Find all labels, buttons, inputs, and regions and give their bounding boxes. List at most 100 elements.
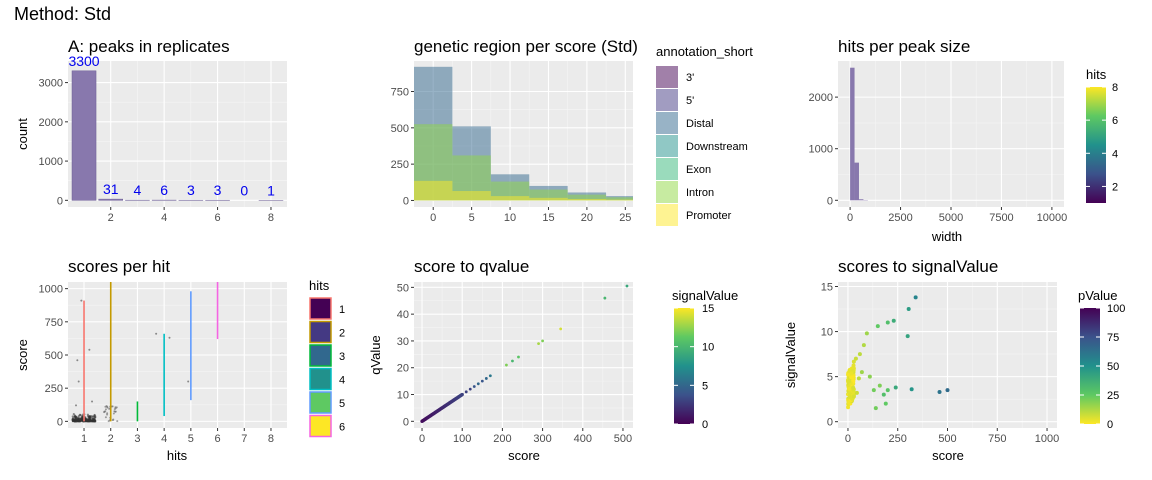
panel-b-x-tick-label: 0 xyxy=(430,212,436,224)
panel-f-x-tick-label: 1000 xyxy=(1035,433,1059,445)
scatter-point xyxy=(849,375,854,380)
scatter-point xyxy=(849,371,854,376)
panel-d-x-tick-label: 6 xyxy=(214,433,220,445)
colorbar-tick-label: 6 xyxy=(1112,115,1118,127)
panel-e-x-tick-label: 300 xyxy=(533,433,551,445)
panel-f-y-tick-label: 15 xyxy=(821,282,833,294)
colorbar-tick-label: 2 xyxy=(1112,181,1118,193)
panel-scores-to-signalvalue: scores to signalValue 0 250 500 750 10000510… xyxy=(783,257,1125,463)
scatter-point xyxy=(113,408,116,411)
panel-e-marks: 0 100 200 300 400 500 0 10 20 30 40 50 xyxy=(397,282,633,445)
scatter-point xyxy=(112,412,115,415)
legend-swatch xyxy=(309,344,332,367)
scatter-point xyxy=(106,405,109,408)
scatter-point xyxy=(875,324,880,329)
legend-label: Exon xyxy=(686,164,711,176)
scatter-point xyxy=(80,415,83,418)
scatter-point xyxy=(859,370,864,375)
scatter-point xyxy=(88,419,92,422)
scatter-point xyxy=(104,416,107,419)
scatter-point xyxy=(111,419,114,422)
panel-e-colorbar-ticks: 0 5 10 15 xyxy=(674,303,714,431)
colorbar-tick-label: 15 xyxy=(702,303,714,315)
panel-d-points xyxy=(71,282,219,423)
scatter-point xyxy=(168,336,171,339)
scatter-point xyxy=(92,419,95,422)
panel-b-title: genetic region per score (Std) xyxy=(414,37,638,56)
panel-a-x-tick-label: 2 xyxy=(108,212,114,224)
scatter-point xyxy=(853,356,858,361)
legend-label: 4 xyxy=(339,375,345,387)
scatter-point xyxy=(78,413,81,416)
panel-e-x-axis-label: score xyxy=(508,448,540,463)
scatter-point xyxy=(72,413,75,416)
panel-d-y-tick-label: 0 xyxy=(57,416,63,428)
scatter-point xyxy=(114,406,117,409)
panel-e-x-tick-label: 0 xyxy=(419,433,425,445)
panel-f-marks: 0 250 500 750 1000 0 5 10 15 xyxy=(821,282,1060,445)
panel-f-y-tick-label: 5 xyxy=(827,372,833,384)
panel-a-y-tick-label: 2000 xyxy=(39,117,63,129)
histogram-bar xyxy=(452,191,491,201)
panel-e-x-tick-label: 500 xyxy=(614,433,632,445)
panel-d-x-tick-label: 8 xyxy=(268,433,274,445)
legend-swatch xyxy=(309,297,332,320)
scatter-point xyxy=(851,394,856,399)
panel-d-legend: 1 2 3 4 5 6 xyxy=(309,297,345,438)
panel-f-y-tick-label: 10 xyxy=(821,327,833,339)
panel-d-x-tick-label: 5 xyxy=(188,433,194,445)
panel-c-y-tick-label: 0 xyxy=(827,195,833,207)
panel-a-y-tick-label: 3000 xyxy=(39,78,63,90)
scatter-point xyxy=(847,386,852,391)
scatter-point xyxy=(864,331,869,336)
scatter-point xyxy=(511,359,514,363)
scatter-point xyxy=(861,343,866,348)
panel-c-x-tick-label: 7500 xyxy=(989,212,1013,224)
legend-swatch xyxy=(656,89,678,111)
scatter-point xyxy=(464,390,468,394)
panel-c-x-tick-label: 5000 xyxy=(939,212,963,224)
colorbar-tick-label: 5 xyxy=(702,380,708,392)
legend-swatch xyxy=(309,414,332,438)
panel-d-legend-title: hits xyxy=(309,278,330,293)
scatter-point xyxy=(885,320,890,325)
legend-label: 3 xyxy=(339,351,345,363)
panel-a-title: A: peaks in replicates xyxy=(68,37,230,56)
scatter-point xyxy=(476,382,480,386)
scatter-point xyxy=(460,392,464,397)
panel-c-legend-title: hits xyxy=(1086,67,1107,82)
histogram-bar xyxy=(858,199,864,201)
scatter-point xyxy=(541,339,544,343)
panel-b-x-tick-label: 15 xyxy=(542,212,554,224)
scatter-point xyxy=(537,342,540,346)
scatter-point xyxy=(937,389,942,394)
legend-swatch xyxy=(656,112,678,134)
scatter-point xyxy=(86,419,89,422)
colorbar-tick-label: 50 xyxy=(1107,361,1119,373)
legend-label: 5 xyxy=(339,398,345,410)
colorbar-tick-label: 0 xyxy=(702,419,708,431)
scatter-point xyxy=(881,392,886,397)
panel-c-x-axis-label: width xyxy=(931,229,962,244)
panel-d-y-axis-label: score xyxy=(15,339,30,371)
panel-d-title: scores per hit xyxy=(68,257,170,276)
legend-swatch xyxy=(656,158,678,180)
scatter-point xyxy=(104,408,107,411)
histogram-bar xyxy=(529,189,568,201)
scatter-point xyxy=(945,388,950,393)
panel-d-y-tick-label: 1000 xyxy=(39,284,63,296)
bar-value-label: 1 xyxy=(267,182,275,198)
legend-label: 5' xyxy=(686,95,694,107)
panel-b-x-tick-label: 20 xyxy=(581,212,593,224)
scatter-point xyxy=(73,414,77,417)
scatter-point xyxy=(857,352,862,357)
legend-label: Intron xyxy=(686,187,714,199)
panel-f-x-tick-label: 750 xyxy=(988,433,1006,445)
panel-c-marks: 0 2500 5000 7500 10000 0 1000 2000 xyxy=(809,61,1067,224)
histogram-bar xyxy=(490,196,530,201)
scatter-point xyxy=(113,410,116,413)
panel-d-x-tick-label: 3 xyxy=(134,433,140,445)
panel-e-y-axis-label: qValue xyxy=(368,335,383,375)
panel-a-plot-background xyxy=(68,61,287,207)
panel-d-x-tick-label: 2 xyxy=(108,433,114,445)
